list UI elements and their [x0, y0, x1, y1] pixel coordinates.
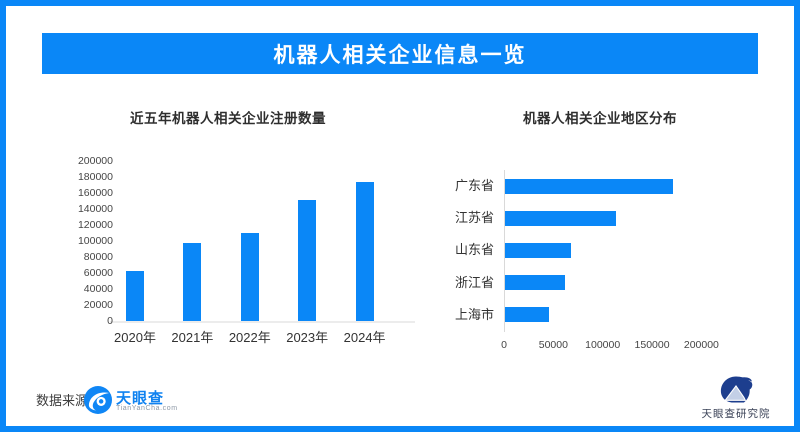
x-category-label: 2021年: [171, 330, 214, 345]
bar-2021年: [183, 243, 202, 321]
page-title: 机器人相关企业信息一览: [273, 43, 527, 67]
y-tick-label: 140000: [77, 203, 113, 215]
bar-上海市: [505, 307, 550, 323]
y-tick-label: 100000: [77, 235, 113, 247]
bar-2022年: [240, 233, 259, 321]
y-axis-line: [504, 170, 505, 332]
bar-2024年: [355, 181, 374, 321]
x-tick-label: 0: [501, 339, 507, 351]
x-tick-label: 200000: [683, 339, 719, 351]
page-title-banner: 机器人相关企业信息一览: [42, 33, 758, 74]
x-tick-label: 150000: [634, 339, 670, 351]
x-tick-label: 100000: [585, 339, 621, 351]
bar-2023年: [298, 200, 317, 321]
y-tick-label: 0: [107, 315, 113, 327]
bar-2020年: [126, 271, 144, 321]
x-category-label: 2022年: [228, 330, 271, 345]
x-category-label: 2020年: [114, 330, 156, 345]
y-tick-label: 60000: [83, 267, 113, 279]
x-tick-label: 50000: [538, 339, 568, 351]
tianyancha-wordmark: 天眼查: [116, 390, 165, 407]
bar-广东省: [505, 178, 673, 194]
y-tick-label: 180000: [77, 171, 113, 183]
research-institute-label: 天眼查研究院: [701, 408, 771, 420]
y-tick-label: 40000: [83, 283, 113, 295]
registration-chart-title: 近五年机器人相关企业注册数量: [130, 111, 326, 126]
bar-山东省: [505, 242, 572, 258]
bar-浙江省: [505, 275, 566, 291]
tianyancha-url: TianYanCha.com: [116, 405, 178, 412]
bar-江苏省: [505, 210, 616, 226]
y-category-label: 山东省: [454, 242, 494, 258]
x-category-label: 2023年: [286, 330, 329, 345]
y-tick-label: 200000: [77, 155, 113, 167]
y-tick-label: 160000: [77, 187, 113, 199]
tianyancha-logo-icon: [84, 386, 112, 414]
y-tick-label: 80000: [83, 251, 113, 263]
x-axis-line: [110, 321, 415, 323]
y-category-label: 广东省: [454, 178, 494, 193]
x-category-label: 2024年: [343, 330, 386, 345]
y-tick-label: 20000: [83, 299, 113, 311]
region-chart-title: 机器人相关企业地区分布: [523, 111, 677, 126]
research-institute-logo-icon: [718, 375, 754, 404]
y-tick-label: 120000: [77, 219, 113, 231]
y-category-label: 江苏省: [454, 210, 494, 226]
y-category-label: 上海市: [454, 306, 494, 322]
y-category-label: 浙江省: [454, 274, 494, 290]
